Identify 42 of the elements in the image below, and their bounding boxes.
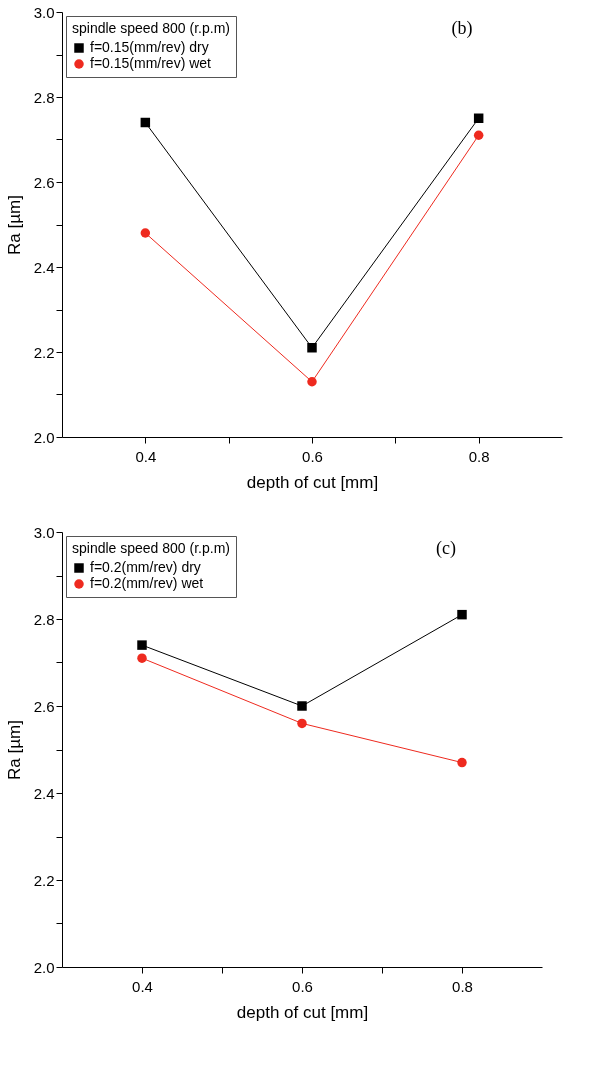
point: [297, 718, 307, 729]
y-tick-label: 2.4: [33, 784, 55, 802]
legend-title: spindle speed 800 (r.p.m): [72, 540, 230, 556]
x-tick-label: 0.6: [292, 977, 313, 995]
legend-label: f=0.15(mm/rev) dry: [90, 39, 209, 55]
y-tick-label: 2.2: [33, 343, 55, 361]
y-tick-label: 2.8: [33, 610, 55, 628]
point: [137, 653, 147, 663]
annotation: (b): [451, 18, 473, 39]
legend-label: f=0.2(mm/rev) dry: [90, 559, 201, 575]
point: [140, 117, 151, 128]
x-tick-label: 0.4: [132, 977, 153, 995]
y-tick-label: 2.0: [33, 958, 55, 976]
point: [307, 343, 317, 353]
x-tick-label: 0.4: [135, 447, 157, 465]
y-tick-label: 3.0: [33, 3, 55, 21]
point: [137, 640, 147, 650]
legend-label: f=0.2(mm/rev) wet: [90, 575, 204, 591]
y-tick-label: 3.0: [33, 523, 55, 541]
legend-title: spindle speed 800 (r.p.m): [72, 20, 230, 36]
x-tick-label: 0.6: [302, 447, 323, 465]
y-tick-label: 2.4: [33, 258, 55, 276]
point: [473, 113, 484, 123]
point: [307, 377, 317, 387]
legend-label: f=0.15(mm/rev) wet: [90, 55, 212, 71]
point: [457, 757, 467, 768]
y-axis-title: Ra [µm]: [4, 195, 24, 255]
x-tick-label: 0.8: [468, 447, 490, 465]
point: [140, 228, 151, 238]
x-axis-title: depth of cut [mm]: [246, 472, 379, 492]
y-tick-label: 2.8: [33, 88, 55, 106]
x-axis-title: depth of cut [mm]: [236, 1002, 369, 1022]
y-tick-label: 2.6: [33, 173, 55, 191]
y-tick-label: 2.0: [33, 428, 55, 446]
point: [473, 130, 484, 140]
x-tick-label: 0.8: [452, 977, 473, 995]
y-tick-label: 2.6: [33, 697, 55, 715]
annotation: (c): [436, 538, 456, 559]
y-tick-label: 2.2: [33, 871, 55, 889]
y-axis-title: Ra [µm]: [4, 720, 24, 780]
point: [457, 609, 467, 620]
point: [297, 701, 307, 711]
